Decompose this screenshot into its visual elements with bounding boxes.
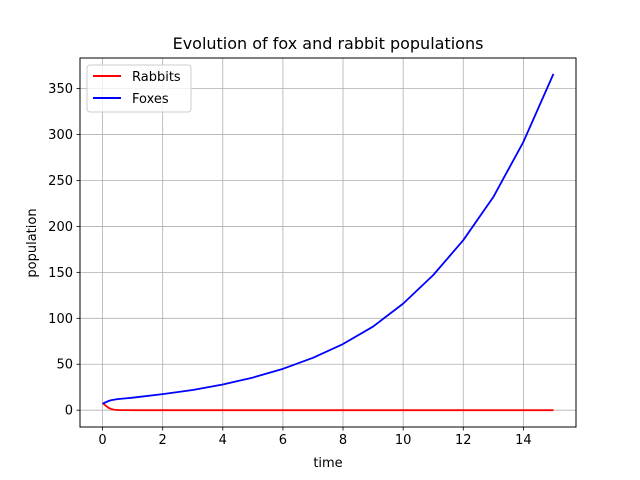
y-axis-label: population	[25, 208, 40, 277]
legend-label-rabbits: Rabbits	[132, 70, 181, 85]
x-tick-label: 14	[515, 433, 532, 448]
y-tick-label: 0	[65, 404, 73, 419]
x-tick-label: 8	[339, 433, 347, 448]
x-tick-label: 10	[395, 433, 412, 448]
grid	[80, 58, 576, 427]
y-tick-label: 350	[48, 82, 73, 97]
x-tick-label: 12	[455, 433, 472, 448]
y-tick-label: 300	[48, 128, 73, 143]
series-lines	[101, 73, 555, 412]
x-tick-label: 6	[279, 433, 287, 448]
legend: Rabbits Foxes	[86, 64, 192, 113]
x-tick-label: 2	[159, 433, 167, 448]
y-tick-label: 50	[56, 358, 73, 373]
y-tick-label: 200	[48, 220, 73, 235]
series-line-foxes	[102, 73, 555, 405]
plot-frame	[79, 57, 577, 428]
x-axis-label: time	[313, 456, 342, 471]
x-ticks: 0 2 4 6 8 10 12 14	[98, 427, 532, 448]
x-tick-label: 4	[219, 433, 227, 448]
series-line-rabbits	[101, 402, 554, 412]
y-ticks: 0 50 100 150 200 250 300 350	[48, 82, 80, 419]
legend-label-foxes: Foxes	[132, 92, 169, 107]
y-tick-label: 150	[48, 266, 73, 281]
chart-title: Evolution of fox and rabbit populations	[173, 34, 484, 53]
y-tick-label: 250	[48, 174, 73, 189]
y-tick-label: 100	[48, 312, 73, 327]
x-tick-label: 0	[98, 433, 106, 448]
